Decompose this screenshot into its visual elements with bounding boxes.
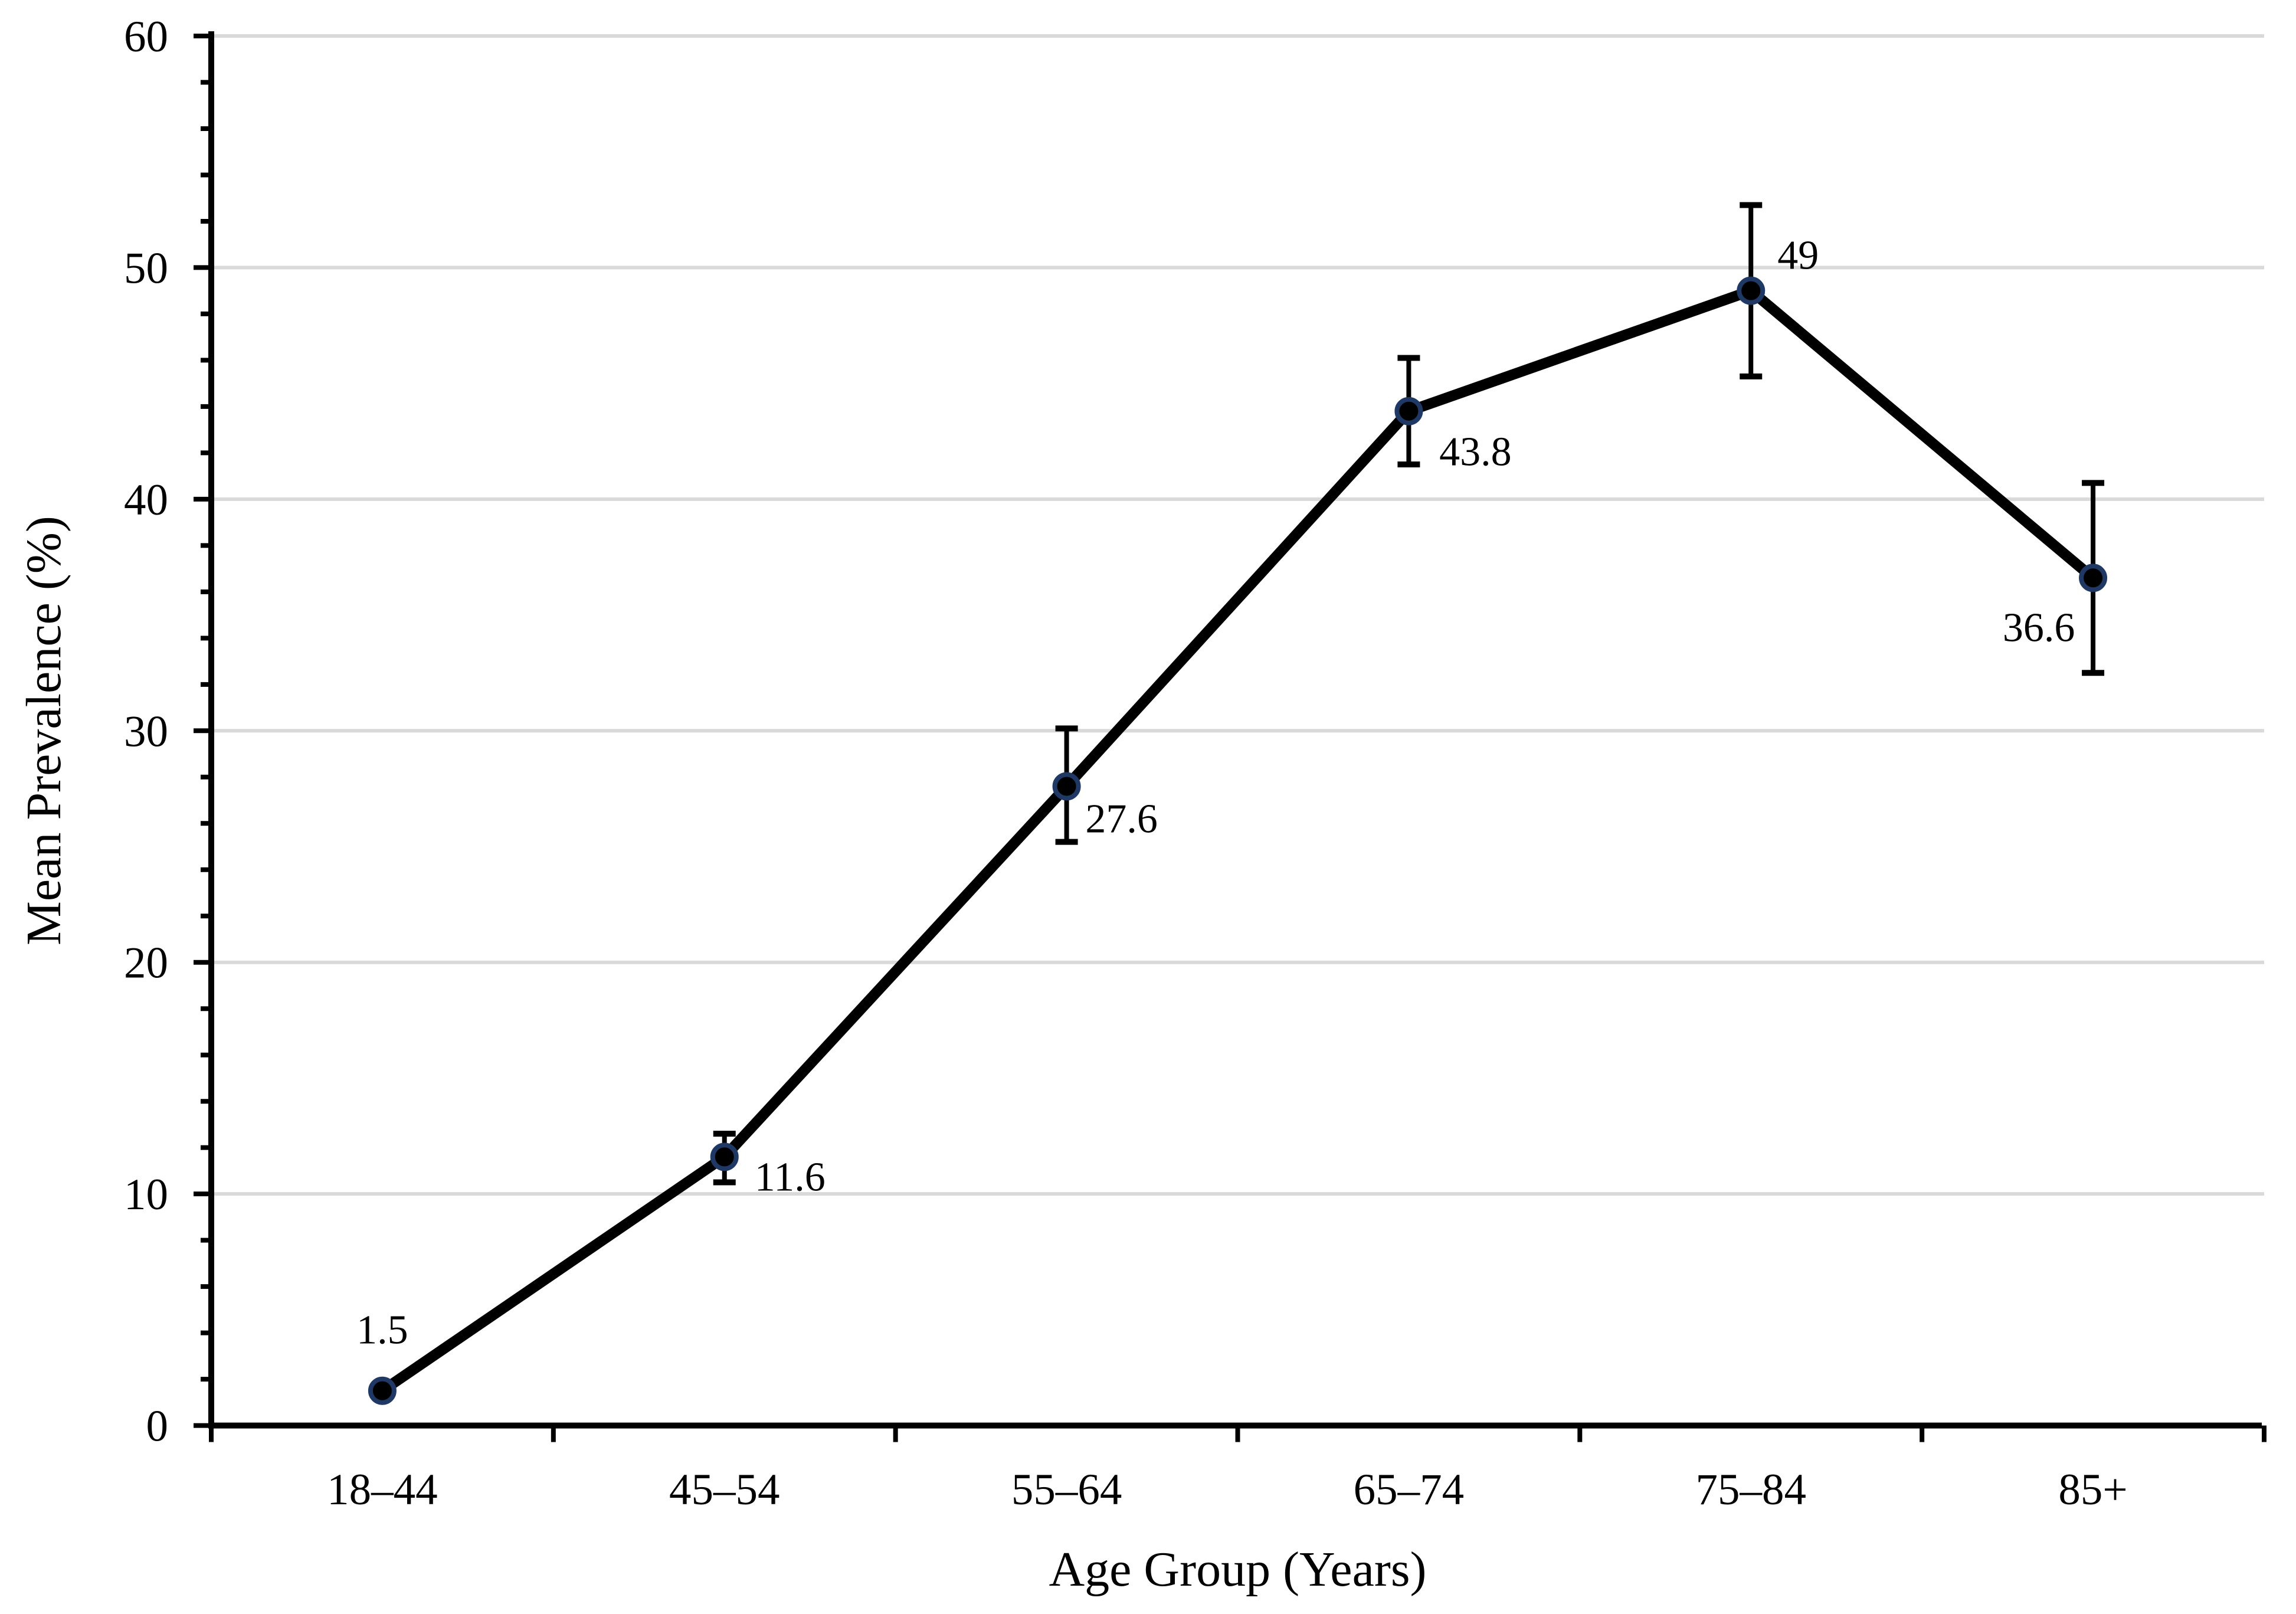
data-label: 43.8 — [1439, 430, 1512, 475]
data-label: 49 — [1777, 233, 1819, 279]
data-point-marker — [1052, 772, 1081, 801]
data-point-marker — [2079, 564, 2108, 592]
y-tick-label: 30 — [124, 707, 168, 756]
y-tick-label: 20 — [124, 939, 168, 988]
x-tick-label: 85+ — [2058, 1465, 2127, 1514]
data-point-marker — [1737, 276, 1766, 305]
x-axis-title: Age Group (Years) — [1049, 1542, 1427, 1597]
y-tick-label: 40 — [124, 476, 168, 525]
data-label: 36.6 — [2003, 605, 2075, 650]
data-label: 27.6 — [1085, 796, 1158, 842]
x-tick-label: 45–54 — [669, 1465, 780, 1514]
y-tick-label: 60 — [124, 12, 168, 61]
y-tick-label: 10 — [124, 1170, 168, 1219]
data-point-marker — [710, 1142, 739, 1171]
data-point-marker — [1394, 397, 1423, 425]
x-tick-label: 75–84 — [1696, 1465, 1807, 1514]
x-tick-label: 18–44 — [327, 1465, 438, 1514]
y-tick-label: 0 — [146, 1402, 169, 1451]
data-label: 1.5 — [356, 1308, 408, 1353]
series-line — [376, 285, 2099, 1396]
x-tick-label: 65–74 — [1354, 1465, 1465, 1514]
data-point-marker — [368, 1376, 397, 1405]
y-axis-title: Mean Prevalence (%) — [17, 516, 71, 945]
x-tick-label: 55–64 — [1011, 1465, 1122, 1514]
y-tick-label: 50 — [124, 244, 168, 293]
data-label: 11.6 — [755, 1154, 826, 1200]
